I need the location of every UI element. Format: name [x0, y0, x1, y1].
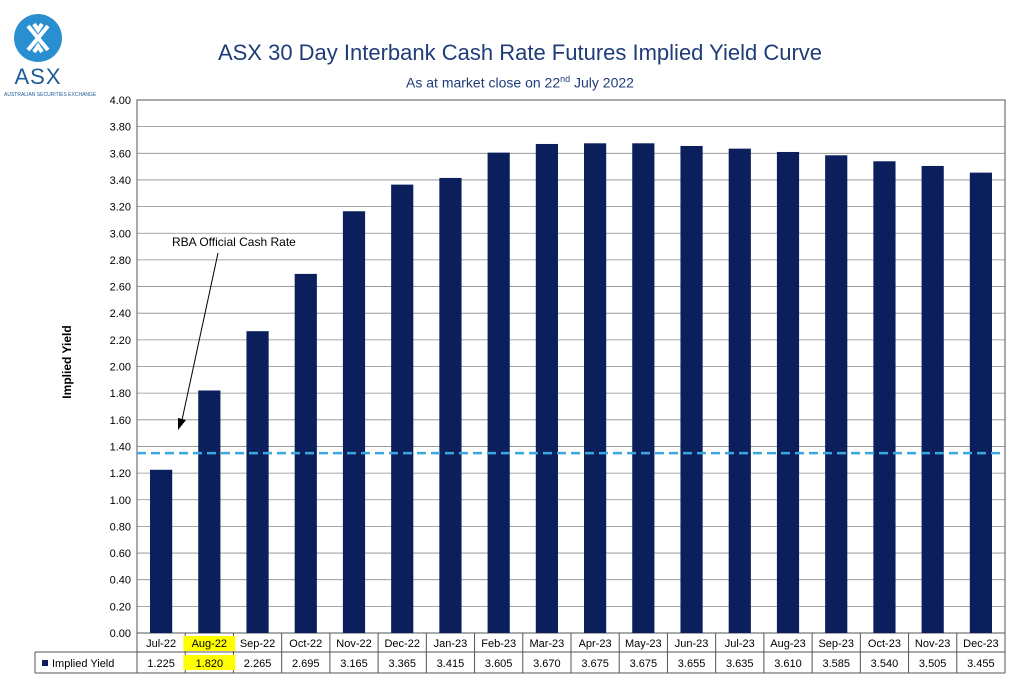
x-category-label: Apr-23	[579, 638, 612, 650]
y-tick-label: 1.80	[110, 388, 131, 400]
bar	[150, 469, 173, 633]
x-category-label: Oct-22	[289, 638, 322, 650]
bar	[535, 143, 558, 633]
asx-logo: ASX AUSTRALIAN SECURITIES EXCHANGE	[4, 12, 96, 104]
logo-subtext: AUSTRALIAN SECURITIES EXCHANGE	[4, 92, 97, 98]
bar	[487, 152, 510, 634]
bar	[198, 390, 221, 633]
y-tick-label: 3.80	[110, 122, 131, 134]
data-value-label: 3.610	[774, 658, 802, 670]
x-category-label: Oct-23	[868, 638, 901, 650]
bar	[680, 145, 703, 633]
data-value-label: 3.655	[678, 658, 706, 670]
y-tick-label: 0.00	[110, 628, 131, 640]
x-category-label: Aug-22	[192, 638, 227, 650]
data-value-label: 1.820	[196, 658, 224, 670]
legend-series-label: Implied Yield	[52, 658, 114, 670]
data-value-label: 3.165	[340, 658, 368, 670]
x-category-label: Dec-22	[384, 638, 419, 650]
subtitle-prefix: As at market close on 22	[406, 74, 561, 91]
x-category-label: May-23	[625, 638, 662, 650]
y-tick-label: 1.20	[110, 468, 131, 480]
bar	[776, 151, 800, 633]
y-tick-label: 2.00	[110, 362, 131, 374]
x-category-label: Aug-23	[770, 638, 805, 650]
highlight-box	[183, 636, 236, 651]
data-value-label: 3.585	[822, 658, 850, 670]
asx-logo-icon	[14, 14, 62, 62]
data-value-label: 3.505	[919, 658, 947, 670]
y-tick-label: 4.00	[110, 95, 131, 107]
annotation-arrow-line	[181, 252, 219, 421]
y-tick-label: 2.20	[110, 335, 131, 347]
x-category-label: Jun-23	[675, 638, 709, 650]
data-value-label: 3.675	[630, 658, 658, 670]
y-tick-label: 1.00	[110, 495, 131, 507]
bar	[584, 143, 607, 633]
y-tick-label: 1.60	[110, 415, 131, 427]
y-tick-label: 0.60	[110, 548, 131, 560]
chart-title: ASX 30 Day Interbank Cash Rate Futures I…	[217, 40, 823, 65]
y-tick-label: 0.80	[110, 521, 131, 533]
y-tick-label: 3.20	[110, 202, 131, 214]
chart-subtitle: As at market close on 22nd July 2022	[130, 74, 910, 91]
y-tick-label: 0.40	[110, 575, 131, 587]
data-value-label: 2.265	[244, 658, 272, 670]
data-value-label: 3.635	[726, 658, 754, 670]
data-value-label: 3.670	[533, 658, 561, 670]
data-value-label: 3.605	[485, 658, 513, 670]
data-value-label: 3.675	[581, 658, 609, 670]
x-category-label: Dec-23	[963, 638, 998, 650]
bar	[728, 148, 751, 634]
logo-text: ASX	[14, 64, 62, 89]
x-category-label: Nov-23	[915, 638, 950, 650]
bar	[246, 331, 269, 633]
data-value-label: 3.540	[871, 658, 899, 670]
bar	[825, 155, 848, 633]
bar	[873, 161, 896, 634]
x-category-label: Jul-22	[146, 638, 176, 650]
data-value-label: 3.455	[967, 658, 995, 670]
bar	[439, 177, 462, 634]
x-category-label: Jul-23	[725, 638, 755, 650]
y-tick-label: 3.40	[110, 175, 131, 187]
subtitle-suffix: July 2022	[570, 74, 634, 91]
legend-key	[42, 660, 48, 666]
y-tick-label: 0.20	[110, 601, 131, 613]
data-value-label: 2.695	[292, 658, 320, 670]
x-category-label: Jan-23	[434, 638, 468, 650]
bar	[342, 211, 366, 634]
y-tick-label: 2.60	[110, 282, 131, 294]
bar	[969, 172, 992, 633]
subtitle-sup: nd	[560, 74, 571, 84]
x-category-label: Sep-23	[818, 638, 853, 650]
x-category-label: Feb-23	[481, 638, 516, 650]
data-value-label: 1.225	[147, 658, 175, 670]
bar	[391, 184, 414, 633]
y-tick-label: 1.40	[110, 441, 131, 453]
bar	[632, 143, 655, 633]
annotation-label: RBA Official Cash Rate	[172, 235, 296, 249]
y-tick-label: 2.80	[110, 255, 131, 267]
y-tick-label: 3.60	[110, 148, 131, 160]
bar	[921, 165, 944, 634]
y-tick-label: 2.40	[110, 308, 131, 320]
highlight-box	[183, 655, 236, 670]
x-category-label: Mar-23	[529, 638, 564, 650]
annotation-arrow-head	[178, 418, 186, 430]
data-value-label: 3.415	[437, 658, 465, 670]
x-category-label: Sep-22	[240, 638, 275, 650]
y-tick-label: 3.00	[110, 228, 131, 240]
x-category-label: Nov-22	[336, 638, 371, 650]
data-value-label: 3.365	[388, 658, 416, 670]
